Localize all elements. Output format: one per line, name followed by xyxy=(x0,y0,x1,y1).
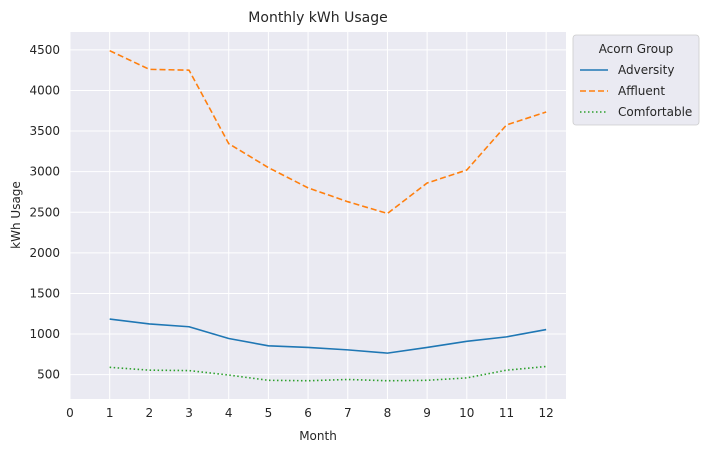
legend-title: Acorn Group xyxy=(599,42,674,56)
x-tick-label: 0 xyxy=(66,406,74,420)
legend-items: Adversity Affluent Comfortable xyxy=(580,63,692,119)
x-tick-label: 10 xyxy=(459,406,474,420)
x-tick-label: 8 xyxy=(384,406,392,420)
x-tick-label: 2 xyxy=(146,406,154,420)
x-tick-label: 11 xyxy=(499,406,514,420)
series-lines xyxy=(109,49,547,382)
y-tick-label: 1000 xyxy=(29,327,60,341)
legend-label-adversity: Adversity xyxy=(618,63,674,77)
x-tick-label: 12 xyxy=(539,406,554,420)
y-tick-label: 2500 xyxy=(29,205,60,219)
plot-background xyxy=(70,32,566,399)
legend-label-affluent: Affluent xyxy=(618,84,665,98)
y-tick-label: 4500 xyxy=(29,43,60,57)
y-tick-label: 2000 xyxy=(29,246,60,260)
y-axis-ticks: 500 1000 1500 2000 2500 3000 3500 4000 4500 xyxy=(29,43,60,382)
legend-frame xyxy=(572,34,700,126)
y-tick-label: 3500 xyxy=(29,124,60,138)
x-tick-label: 3 xyxy=(185,406,193,420)
x-tick-label: 5 xyxy=(265,406,273,420)
y-tick-label: 500 xyxy=(37,368,60,382)
legend-label-comfortable: Comfortable xyxy=(618,105,692,119)
x-tick-label: 1 xyxy=(106,406,114,420)
x-tick-label: 7 xyxy=(344,406,352,420)
x-axis-ticks: 0 1 2 3 4 5 6 7 8 9 10 11 12 xyxy=(66,406,554,420)
legend: Acorn Group Adversity Affluent Comfortable xyxy=(572,34,700,126)
x-tick-label: 9 xyxy=(423,406,431,420)
series-line-adversity xyxy=(109,318,547,354)
x-tick-label: 4 xyxy=(225,406,233,420)
gridlines xyxy=(69,32,566,399)
x-axis-title: Month xyxy=(299,429,337,443)
x-tick-label: 6 xyxy=(304,406,312,420)
series-line-comfortable xyxy=(109,365,547,382)
chart-title: Monthly kWh Usage xyxy=(248,10,387,26)
y-tick-label: 1500 xyxy=(29,286,60,300)
y-tick-label: 4000 xyxy=(29,83,60,97)
y-axis-title: kWh Usage xyxy=(9,181,23,249)
y-tick-label: 3000 xyxy=(29,165,60,179)
series-line-affluent xyxy=(109,49,547,215)
